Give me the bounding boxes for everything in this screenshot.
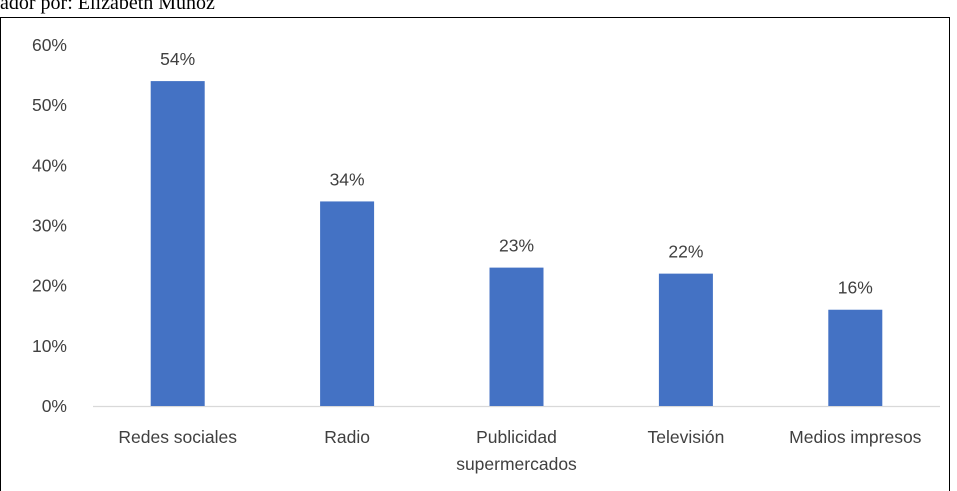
data-labels: 54% 34% 23% 22% 16% bbox=[160, 49, 873, 298]
x-category-label: Medios impresos bbox=[789, 427, 922, 447]
y-tick-label: 10% bbox=[32, 336, 67, 356]
x-category-label: Radio bbox=[324, 427, 370, 447]
data-label: 23% bbox=[499, 236, 534, 256]
bars bbox=[150, 81, 883, 406]
data-label: 16% bbox=[838, 278, 873, 298]
chart-caption: ador por: Elizabeth Muñoz bbox=[0, 0, 215, 14]
x-category-label: Publicidad supermercados bbox=[456, 427, 577, 474]
x-axis-category-labels: Redes sociales Radio Publicidad supermercad… bbox=[118, 427, 921, 474]
bar bbox=[320, 201, 375, 406]
chart-frame bbox=[0, 17, 950, 491]
x-category-label: Redes sociales bbox=[118, 427, 237, 447]
x-category-label: Televisión bbox=[647, 427, 724, 447]
data-label: 54% bbox=[160, 49, 195, 69]
bar bbox=[828, 309, 883, 406]
y-tick-label: 0% bbox=[42, 396, 67, 416]
data-label: 34% bbox=[330, 169, 365, 189]
y-tick-label: 20% bbox=[32, 276, 67, 296]
bar bbox=[489, 267, 544, 406]
bar bbox=[150, 81, 205, 406]
bar bbox=[658, 273, 713, 406]
y-axis-tick-labels: 0% 10% 20% 30% 40% 50% 60% bbox=[32, 35, 67, 416]
data-label: 22% bbox=[668, 242, 703, 262]
y-tick-label: 30% bbox=[32, 216, 67, 236]
y-tick-label: 40% bbox=[32, 155, 67, 175]
y-tick-label: 50% bbox=[32, 95, 67, 115]
y-tick-label: 60% bbox=[32, 35, 67, 55]
